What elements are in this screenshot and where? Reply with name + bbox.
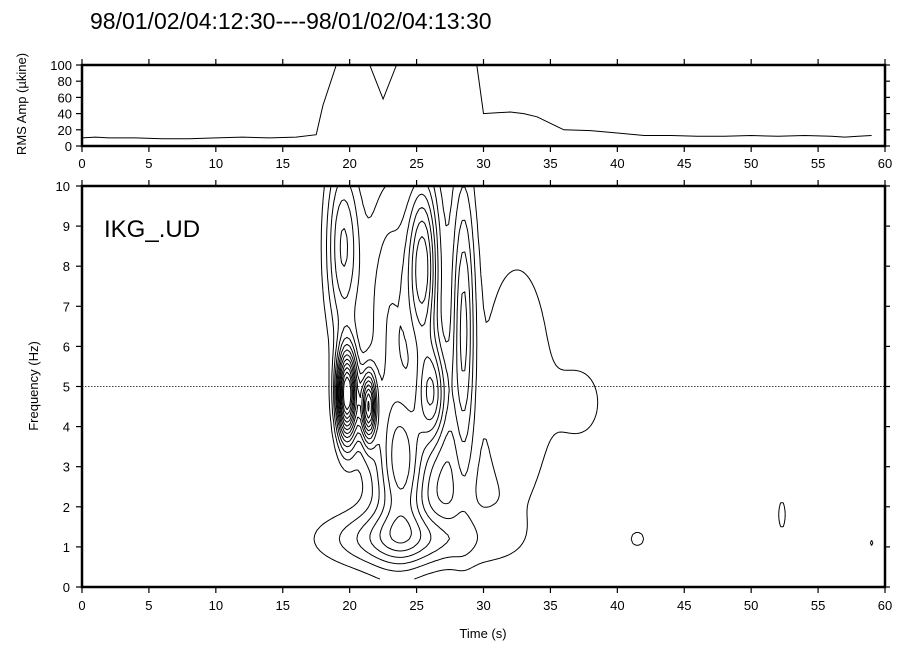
rms-x-tick-label: 60 <box>878 156 892 171</box>
spectrogram-y-tick-label: 9 <box>63 219 70 234</box>
contour-level-7 <box>337 236 435 436</box>
rms-x-tick-label: 50 <box>744 156 758 171</box>
rms-amplitude-line <box>82 65 872 140</box>
rms-x-tick-label: 20 <box>342 156 356 171</box>
spectrogram-y-tick-label: 6 <box>63 339 70 354</box>
spectrogram-y-axis: 0 1 2 3 4 5 6 7 8 9 10 <box>56 179 890 595</box>
spectrogram-x-tick-label: 0 <box>78 598 85 613</box>
rms-plot-area <box>80 63 887 148</box>
spectrogram-x-tick-label: 15 <box>276 598 290 613</box>
spectrogram-y-tick-label: 8 <box>63 259 70 274</box>
rms-x-tick-label: 5 <box>145 156 152 171</box>
spectrogram-x-tick-label: 55 <box>811 598 825 613</box>
spectrogram-y-tick-label: 2 <box>63 500 70 515</box>
page-title: 98/01/02/04:12:30----98/01/02/04:13:30 <box>90 8 492 34</box>
spectrogram-y-tick-label: 5 <box>63 380 70 395</box>
spectrogram-y-tick-label: 0 <box>63 580 70 595</box>
spectrogram-x-tick-label: 35 <box>543 598 557 613</box>
rms-frame <box>80 63 887 148</box>
rms-x-tick-label: 10 <box>209 156 223 171</box>
rms-y-axis-label: RMS Amp (µkine) <box>14 53 29 155</box>
contour-level-12 <box>341 371 370 415</box>
spectrogram-x-axis-label: Time (s) <box>459 626 506 641</box>
spectrogram-x-tick-label: 45 <box>677 598 691 613</box>
rms-y-tick-label: 100 <box>50 58 72 73</box>
spectrogram-x-tick-label: 10 <box>209 598 223 613</box>
spectrogram-x-tick-label: 40 <box>610 598 624 613</box>
rms-y-tick-label: 40 <box>58 107 72 122</box>
rms-y-tick-label: 80 <box>58 74 72 89</box>
spectrogram-x-axis: 0 5 10 15 20 25 30 35 40 45 50 55 60 <box>78 180 892 613</box>
rms-y-tick-label: 60 <box>58 90 72 105</box>
spectrogram-y-axis-label: Frequency (Hz) <box>26 341 41 431</box>
spectrogram-x-tick-label: 25 <box>409 598 423 613</box>
contour-level-8 <box>338 354 376 432</box>
contour-lines <box>82 186 885 580</box>
rms-x-tick-label: 30 <box>476 156 490 171</box>
spectrogram-y-tick-label: 1 <box>63 540 70 555</box>
spectrogram-y-tick-label: 4 <box>63 420 70 435</box>
station-label: IKG_.UD <box>104 216 200 243</box>
rms-x-tick-label: 15 <box>276 156 290 171</box>
contour-level-9 <box>339 358 375 428</box>
spectrogram-x-tick-label: 20 <box>342 598 356 613</box>
rms-y-tick-label: 20 <box>58 123 72 138</box>
spectrogram-x-tick-label: 50 <box>744 598 758 613</box>
rms-x-tick-label: 0 <box>78 156 85 171</box>
rms-y-tick-label: 0 <box>65 139 72 154</box>
contour-level-2 <box>326 186 478 572</box>
rms-x-tick-label: 25 <box>409 156 423 171</box>
spectrogram-y-tick-label: 3 <box>63 460 70 475</box>
spectrogram-x-tick-label: 60 <box>878 598 892 613</box>
contour-level-6 <box>336 220 439 544</box>
contour-level-10 <box>340 362 373 424</box>
rms-x-tick-label: 55 <box>811 156 825 171</box>
spectrogram-plot-area <box>80 184 887 589</box>
contour-level-1 <box>313 186 874 580</box>
rms-x-axis: 0 5 10 15 20 25 30 35 40 45 50 55 60 <box>78 59 892 171</box>
contour-level-5 <box>335 206 468 552</box>
spectrogram-x-tick-label: 30 <box>476 598 490 613</box>
spectrogram-x-tick-label: 5 <box>145 598 152 613</box>
rms-x-tick-label: 35 <box>543 156 557 171</box>
spectrogram-y-tick-label: 10 <box>56 179 70 194</box>
contour-level-3 <box>330 186 474 565</box>
spectrogram-y-tick-label: 7 <box>63 299 70 314</box>
contour-level-4 <box>334 193 471 558</box>
contour-level-13 <box>343 376 352 411</box>
rms-x-tick-label: 45 <box>677 156 691 171</box>
contour-level-11 <box>340 367 372 420</box>
rms-x-tick-label: 40 <box>610 156 624 171</box>
